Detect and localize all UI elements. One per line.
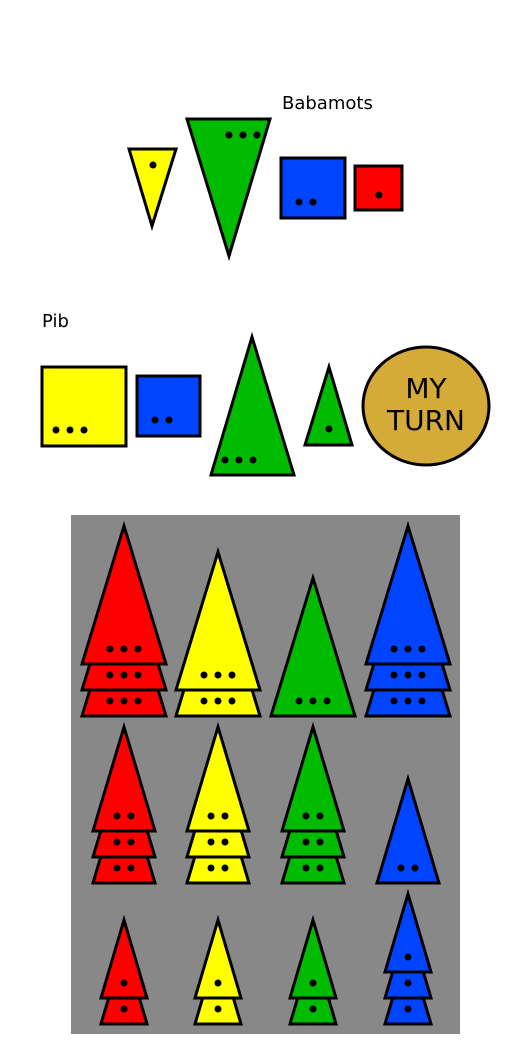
pip	[208, 839, 215, 846]
pip	[405, 646, 412, 653]
pip	[215, 698, 222, 705]
pip	[222, 839, 229, 846]
pip	[114, 813, 121, 820]
red-pyramid-size-2[interactable]	[93, 831, 155, 857]
green-pyramid-size-2[interactable]	[282, 857, 344, 883]
blue-square-medium[interactable]	[137, 376, 200, 436]
pip	[405, 698, 412, 705]
pip	[419, 672, 426, 679]
pip	[201, 672, 208, 679]
pip	[317, 839, 324, 846]
my-turn-line2: TURN	[386, 404, 465, 437]
my-turn-button[interactable]: MY TURN	[363, 347, 489, 465]
pip	[317, 865, 324, 872]
pip	[135, 698, 142, 705]
pip	[398, 865, 405, 872]
pip	[128, 813, 135, 820]
pip	[121, 672, 128, 679]
pip	[317, 813, 324, 820]
opponent-name: Babamots	[282, 93, 373, 114]
pip	[391, 646, 398, 653]
pip	[135, 672, 142, 679]
pip	[405, 980, 412, 987]
pip	[121, 698, 128, 705]
pip	[405, 1006, 412, 1013]
pip	[128, 839, 135, 846]
pip	[128, 865, 135, 872]
pip	[135, 646, 142, 653]
yellow-square-large[interactable]	[42, 367, 126, 446]
pip	[215, 980, 222, 987]
pip	[121, 1006, 128, 1013]
pip	[391, 698, 398, 705]
yellow-pyramid-size-2[interactable]	[187, 857, 249, 883]
pip	[303, 865, 310, 872]
pip	[121, 646, 128, 653]
pip	[229, 698, 236, 705]
pip	[391, 672, 398, 679]
pip	[296, 698, 303, 705]
player-stash	[42, 337, 352, 475]
pip	[107, 698, 114, 705]
green-pyramid-large[interactable]	[211, 337, 294, 475]
player-piece-green-large[interactable]	[211, 337, 294, 475]
pip	[222, 813, 229, 820]
pip	[405, 672, 412, 679]
pip	[222, 865, 229, 872]
green-pyramid-large[interactable]	[187, 119, 270, 256]
yellow-pyramid-small[interactable]	[129, 149, 176, 226]
opponent-piece-red-small[interactable]	[355, 166, 402, 210]
pip	[310, 1006, 317, 1013]
pip	[215, 1006, 222, 1013]
pip	[419, 646, 426, 653]
pip	[419, 698, 426, 705]
red-pyramid-size-2[interactable]	[93, 857, 155, 883]
player-name: Pib	[42, 311, 69, 332]
pip	[208, 813, 215, 820]
pip	[324, 698, 331, 705]
player-piece-yellow-large[interactable]	[42, 367, 126, 446]
pip	[310, 980, 317, 987]
player-piece-green-small[interactable]	[305, 367, 352, 445]
opponent-piece-yellow-small[interactable]	[129, 149, 176, 226]
pip	[114, 865, 121, 872]
pip	[215, 672, 222, 679]
red-square-small[interactable]	[355, 166, 402, 210]
opponent-piece-blue-medium[interactable]	[281, 158, 345, 218]
pip	[201, 698, 208, 705]
pip	[405, 954, 412, 961]
pip	[114, 839, 121, 846]
pip	[303, 839, 310, 846]
yellow-pyramid-size-2[interactable]	[187, 831, 249, 857]
pip	[412, 865, 419, 872]
my-turn-line1: MY	[405, 372, 447, 405]
pip	[310, 698, 317, 705]
pip	[107, 646, 114, 653]
player-piece-blue-medium[interactable]	[137, 376, 200, 436]
opponent-stash	[129, 119, 402, 256]
pip	[208, 865, 215, 872]
blue-square-medium[interactable]	[281, 158, 345, 218]
pip	[121, 980, 128, 987]
pip	[303, 813, 310, 820]
green-pyramid-size-2[interactable]	[282, 831, 344, 857]
green-pyramid-small[interactable]	[305, 367, 352, 445]
pip	[229, 672, 236, 679]
pip	[107, 672, 114, 679]
opponent-piece-green-large[interactable]	[187, 119, 270, 256]
